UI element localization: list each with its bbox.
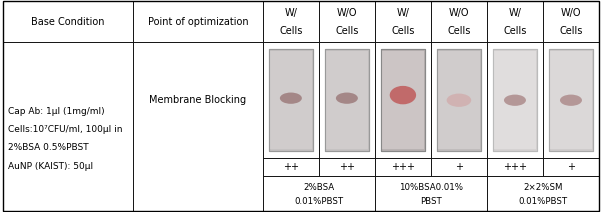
Text: 0.01%PBST: 0.01%PBST xyxy=(294,197,344,206)
Text: +++: +++ xyxy=(503,162,527,172)
Bar xyxy=(319,159,375,176)
Bar xyxy=(263,42,319,159)
Text: Cells: Cells xyxy=(447,25,471,36)
Text: Membrane Blocking: Membrane Blocking xyxy=(149,95,246,105)
Bar xyxy=(431,159,487,176)
Bar xyxy=(487,159,543,176)
Ellipse shape xyxy=(447,93,471,107)
Bar xyxy=(3,42,133,211)
Text: 2%BSA 0.5%PBST: 2%BSA 0.5%PBST xyxy=(8,144,88,152)
Bar xyxy=(437,49,481,152)
Ellipse shape xyxy=(389,86,416,104)
Text: AuNP (KAIST): 50μl: AuNP (KAIST): 50μl xyxy=(8,162,93,170)
Bar xyxy=(493,49,537,152)
Bar xyxy=(133,42,263,211)
Bar xyxy=(487,176,599,211)
Bar xyxy=(375,42,431,159)
Text: Base Condition: Base Condition xyxy=(31,17,105,26)
Bar xyxy=(543,42,599,159)
Text: Cells: Cells xyxy=(335,25,359,36)
Bar xyxy=(133,1,263,42)
Text: Cells: Cells xyxy=(279,25,303,36)
Text: Cap Ab: 1μl (1mg/ml): Cap Ab: 1μl (1mg/ml) xyxy=(8,107,105,116)
Text: W/: W/ xyxy=(284,7,297,18)
Text: ++: ++ xyxy=(339,162,355,172)
Bar xyxy=(263,1,319,42)
Text: W/O: W/O xyxy=(337,7,357,18)
Text: Cells: Cells xyxy=(559,25,583,36)
Bar xyxy=(438,51,480,149)
Text: +++: +++ xyxy=(391,162,415,172)
Bar xyxy=(493,49,537,152)
Bar xyxy=(375,159,431,176)
Text: +: + xyxy=(567,162,575,172)
Text: 10%BSA0.01%: 10%BSA0.01% xyxy=(399,183,463,192)
Bar xyxy=(325,49,369,152)
Bar xyxy=(382,51,424,149)
Bar xyxy=(263,176,375,211)
Bar xyxy=(487,42,543,159)
Bar xyxy=(494,51,536,149)
Bar xyxy=(437,49,481,152)
Text: W/O: W/O xyxy=(560,7,581,18)
Bar xyxy=(325,49,369,152)
Bar xyxy=(487,1,543,42)
Text: Cells:10⁷CFU/ml, 100μl in: Cells:10⁷CFU/ml, 100μl in xyxy=(8,126,122,134)
Text: +: + xyxy=(455,162,463,172)
Bar xyxy=(543,159,599,176)
Text: W/: W/ xyxy=(397,7,409,18)
Text: Cells: Cells xyxy=(391,25,415,36)
Text: ++: ++ xyxy=(283,162,299,172)
Text: W/O: W/O xyxy=(448,7,469,18)
Text: PBST: PBST xyxy=(420,197,442,206)
Bar xyxy=(319,42,375,159)
Ellipse shape xyxy=(336,93,358,104)
Text: 2%BSA: 2%BSA xyxy=(303,183,335,192)
Bar xyxy=(269,49,313,152)
Text: Point of optimization: Point of optimization xyxy=(147,17,248,26)
Bar xyxy=(3,1,133,42)
Bar xyxy=(319,1,375,42)
Bar xyxy=(375,176,487,211)
Bar xyxy=(549,49,593,152)
Ellipse shape xyxy=(504,95,526,106)
Bar xyxy=(263,159,319,176)
Text: 0.01%PBST: 0.01%PBST xyxy=(518,197,568,206)
Bar xyxy=(549,49,593,152)
Ellipse shape xyxy=(280,93,302,104)
Bar xyxy=(381,49,425,152)
Bar xyxy=(326,51,368,149)
Bar xyxy=(375,1,431,42)
Bar xyxy=(431,42,487,159)
Bar xyxy=(550,51,592,149)
Bar xyxy=(270,51,312,149)
Bar xyxy=(381,49,425,152)
Ellipse shape xyxy=(560,95,582,106)
Bar xyxy=(431,1,487,42)
Text: 2×2%SM: 2×2%SM xyxy=(523,183,563,192)
Bar xyxy=(269,49,313,152)
Text: Cells: Cells xyxy=(503,25,527,36)
Bar xyxy=(543,1,599,42)
Text: W/: W/ xyxy=(509,7,521,18)
